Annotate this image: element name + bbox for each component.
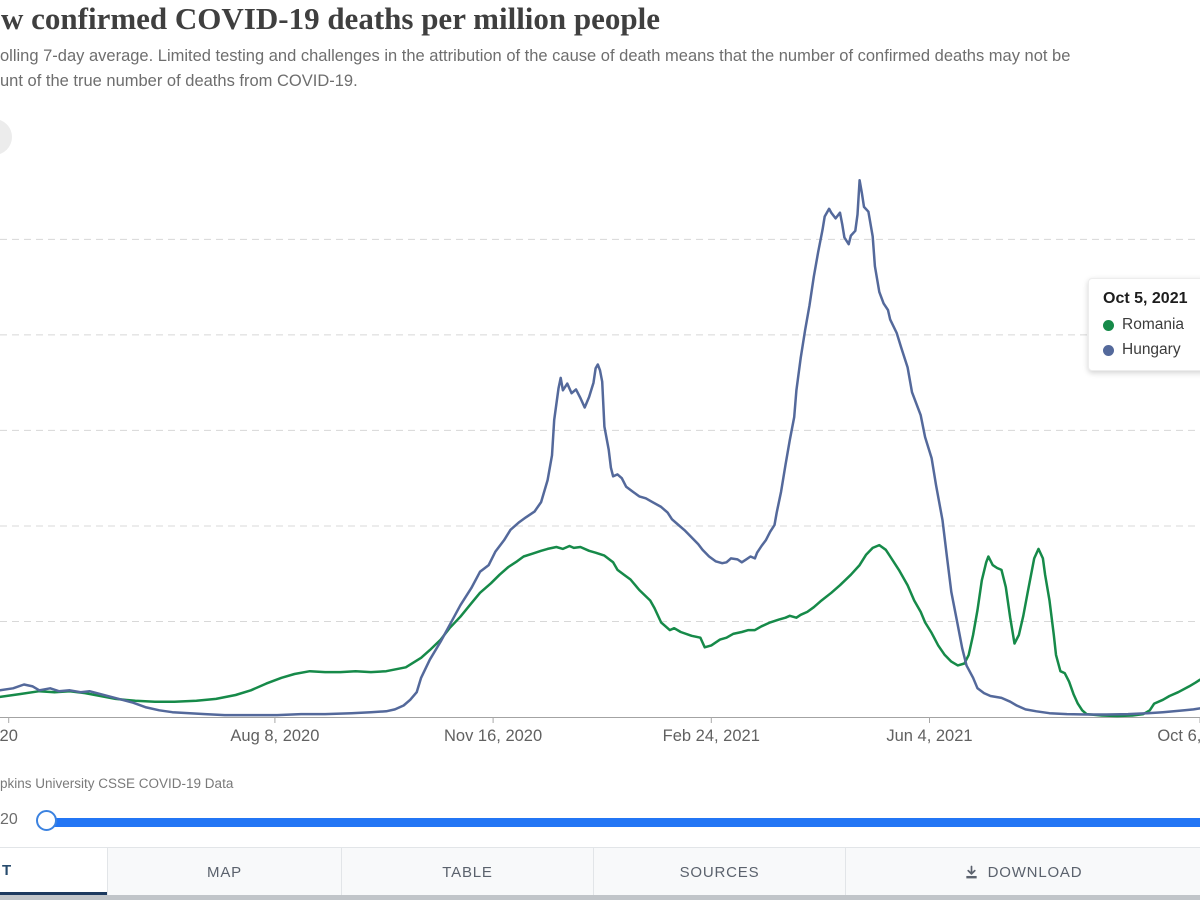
tab-chart-label: T xyxy=(2,861,12,879)
romania-series-dot-icon xyxy=(1103,319,1114,331)
download-icon xyxy=(964,865,979,880)
timeline-slider-handle[interactable] xyxy=(36,810,57,831)
tab-table[interactable]: TABLE xyxy=(341,848,593,896)
tab-download[interactable]: DOWNLOAD xyxy=(845,848,1200,896)
page-title: w confirmed COVID-19 deaths per million … xyxy=(1,1,661,36)
embed-bottom-edge xyxy=(0,895,1200,900)
hungary-line xyxy=(0,178,1200,717)
chart-subtitle-line2: unt of the true number of deaths from CO… xyxy=(0,72,358,90)
x-tick-label: Nov 16, 2020 xyxy=(444,727,543,745)
x-tick-label: Aug 8, 2020 xyxy=(230,727,320,745)
tooltip-row-romania: Romania xyxy=(1103,316,1200,334)
tab-sources-label: SOURCES xyxy=(679,863,760,881)
tooltip-row-hungary: Hungary xyxy=(1103,341,1200,359)
source-attribution[interactable]: pkins University CSSE COVID-19 Data xyxy=(0,776,234,791)
romania-line xyxy=(0,543,1200,718)
tab-table-label: TABLE xyxy=(442,863,493,881)
tab-chart[interactable]: T xyxy=(0,848,107,896)
hungary-series-dot-icon xyxy=(1103,344,1114,356)
tab-map-label: MAP xyxy=(207,863,242,881)
tooltip-label-romania: Romania xyxy=(1122,316,1185,333)
tab-map[interactable]: MAP xyxy=(107,848,341,896)
hover-tooltip: Oct 5, 2021 Romania Hungary xyxy=(1088,278,1200,371)
timeline-slider-track[interactable] xyxy=(47,818,1200,827)
tooltip-label-hungary: Hungary xyxy=(1122,341,1181,358)
tooltip-date: Oct 5, 2021 xyxy=(1103,290,1188,307)
x-tick-label: 20 xyxy=(0,727,18,745)
tab-download-label: DOWNLOAD xyxy=(987,863,1083,881)
cropped-control-button[interactable] xyxy=(0,119,12,155)
x-tick-label: Feb 24, 2021 xyxy=(662,727,760,745)
x-tick-label: Jun 4, 2021 xyxy=(886,727,973,745)
footer-tab-bar: T MAP TABLE SOURCES DOWNLOAD xyxy=(0,847,1200,896)
timeline-start-date-label: 20 xyxy=(0,811,18,828)
x-tick-label: Oct 6, 2021 xyxy=(1157,727,1200,745)
chart-subtitle-line1: olling 7-day average. Limited testing an… xyxy=(0,47,1071,65)
tab-sources[interactable]: SOURCES xyxy=(593,848,845,896)
